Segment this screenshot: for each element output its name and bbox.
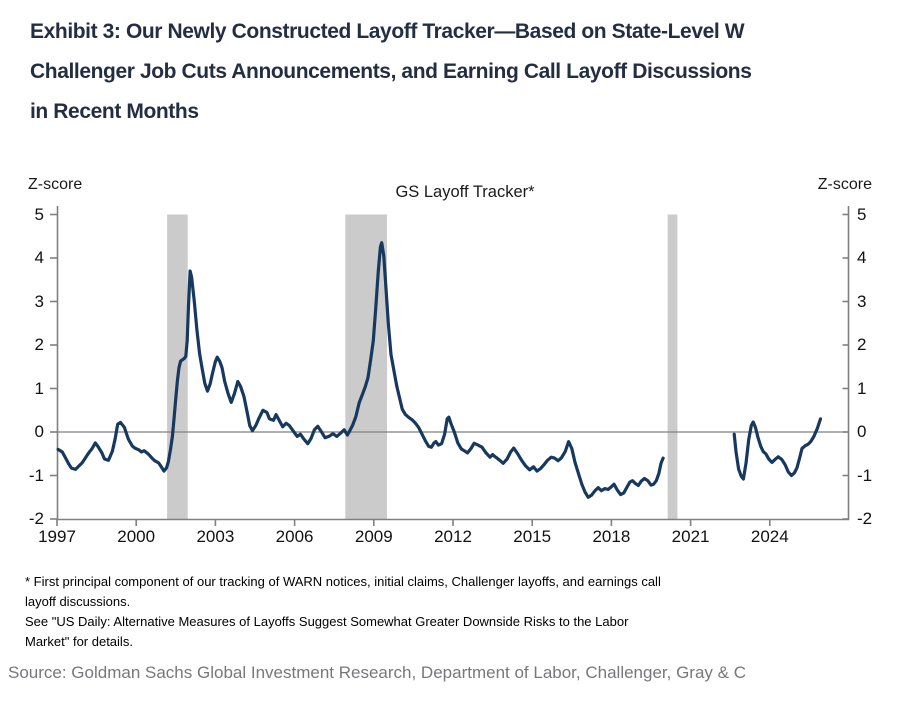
source-attribution: Source: Goldman Sachs Global Investment … [8, 663, 746, 682]
y-tick-label-left: 5 [34, 204, 44, 224]
x-tick-label: 2000 [117, 527, 156, 546]
layoff-tracker-line [56, 241, 823, 499]
footnote-line: See "US Daily: Alternative Measures of L… [25, 614, 629, 629]
x-tick-label: 2015 [513, 527, 552, 546]
x-tick-label: 1997 [38, 527, 76, 546]
y-tick-label-left: 1 [34, 378, 44, 398]
exhibit-title-line-1: Exhibit 3: Our Newly Constructed Layoff … [30, 20, 745, 43]
x-tick-label: 2006 [275, 527, 314, 546]
y-tick-label-left: 4 [34, 248, 44, 267]
y-tick-label-right: 2 [857, 335, 867, 354]
y-tick-label-left: 3 [34, 291, 44, 311]
x-tick-label: 2009 [354, 527, 393, 546]
footnotes: * First principal component of our track… [25, 572, 895, 652]
y-axis-label-right: Z-score [817, 176, 872, 193]
y-tick-label-left: -2 [28, 509, 44, 528]
y-axis-label-left: Z-score [28, 176, 83, 193]
x-tick-label: 2024 [750, 527, 789, 546]
chart-title: GS Layoff Tracker* [395, 183, 535, 201]
exhibit-title-line-2: Challenger Job Cuts Announcements, and E… [30, 60, 752, 83]
y-tick-label-left: 2 [34, 335, 44, 354]
x-tick-label: 2003 [196, 527, 235, 546]
y-tick-label-right: -2 [857, 509, 873, 528]
recession-band [667, 214, 678, 519]
exhibit-title: Exhibit 3: Our Newly Constructed Layoff … [30, 12, 911, 132]
y-tick-label-right: 5 [857, 204, 867, 224]
y-tick-label-left: 0 [34, 422, 44, 441]
y-tick-label-right: 4 [857, 248, 867, 267]
x-tick-label: 2018 [592, 527, 631, 546]
y-tick-label-right: 1 [857, 378, 867, 398]
y-tick-label-left: -1 [28, 465, 44, 485]
y-tick-label-right: -1 [857, 465, 873, 485]
footnote-line: layoff discussions. [25, 594, 131, 609]
recession-band [167, 214, 188, 519]
y-tick-label-right: 3 [857, 291, 867, 311]
footnote-line: Market" for details. [25, 634, 133, 649]
footnote-line: * First principal component of our track… [25, 574, 661, 589]
y-tick-label-right: 0 [857, 422, 867, 441]
exhibit-title-line-3: in Recent Months [30, 100, 199, 123]
x-tick-label: 2021 [671, 527, 710, 546]
x-tick-label: 2012 [434, 527, 472, 546]
